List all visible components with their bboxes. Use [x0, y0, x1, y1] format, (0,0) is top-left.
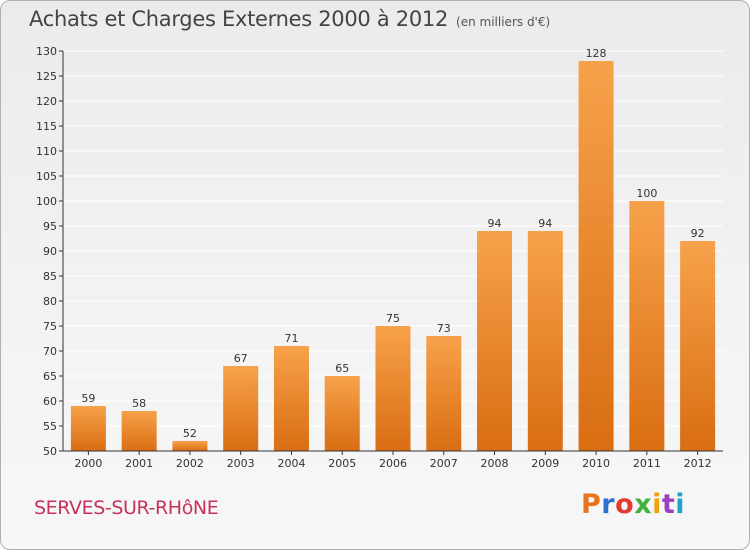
y-tick-label-50: 50: [43, 445, 57, 458]
value-label-2006: 75: [386, 312, 400, 325]
logo-letter: i: [675, 489, 686, 520]
bar-2012: [680, 241, 716, 451]
logo-letter: r: [601, 489, 616, 520]
value-label-2008: 94: [488, 217, 502, 230]
y-tick-label-95: 95: [43, 220, 57, 233]
x-tick-label-2000: 2000: [74, 457, 102, 470]
x-tick-label-2003: 2003: [227, 457, 255, 470]
x-tick-label-2006: 2006: [379, 457, 407, 470]
value-label-2001: 58: [132, 397, 146, 410]
logo-letter: x: [634, 489, 653, 520]
value-label-2011: 100: [636, 187, 657, 200]
bars: [70, 61, 716, 451]
y-tick-label-80: 80: [43, 295, 57, 308]
y-tick-label-130: 130: [36, 45, 57, 58]
y-tick-label-120: 120: [36, 95, 57, 108]
value-label-2007: 73: [437, 322, 451, 335]
logo-letter: P: [581, 489, 602, 520]
y-tick-label-125: 125: [36, 70, 57, 83]
y-tick-label-85: 85: [43, 270, 57, 283]
bar-2009: [527, 231, 563, 451]
bar-2000: [70, 406, 106, 451]
labels: 50 55 60 65 70 75 80 85 90 95 100 105 110 115 120 125 13…: [36, 45, 712, 470]
y-tick-label-55: 55: [43, 420, 57, 433]
y-tick-label-110: 110: [36, 145, 57, 158]
y-tick-label-65: 65: [43, 370, 57, 383]
chart-title-text: Achats et Charges Externes 2000 à 2012: [29, 7, 449, 31]
y-tick-label-100: 100: [36, 195, 57, 208]
bar-2005: [324, 376, 360, 451]
bar-2004: [273, 346, 309, 451]
x-tick-label-2007: 2007: [430, 457, 458, 470]
value-label-2010: 128: [586, 47, 607, 60]
x-tick-label-2011: 2011: [633, 457, 661, 470]
bar-2002: [172, 441, 208, 451]
value-label-2002: 52: [183, 427, 197, 440]
bar-2007: [426, 336, 462, 451]
value-label-2003: 67: [234, 352, 248, 365]
bar-2011: [629, 201, 665, 451]
value-label-2005: 65: [335, 362, 349, 375]
bar-2001: [121, 411, 157, 451]
bar-2010: [578, 61, 614, 451]
x-tick-label-2005: 2005: [328, 457, 356, 470]
x-tick-label-2009: 2009: [531, 457, 559, 470]
y-tick-label-105: 105: [36, 170, 57, 183]
chart-title: Achats et Charges Externes 2000 à 2012 (e…: [29, 7, 550, 31]
y-tick-label-115: 115: [36, 120, 57, 133]
logo-letter: t: [661, 489, 676, 520]
bar-2006: [375, 326, 411, 451]
bar-2003: [223, 366, 259, 451]
value-label-2009: 94: [538, 217, 552, 230]
logo-letter: o: [615, 489, 635, 520]
x-tick-label-2010: 2010: [582, 457, 610, 470]
y-tick-label-70: 70: [43, 345, 57, 358]
x-tick-label-2001: 2001: [125, 457, 153, 470]
value-label-2004: 71: [284, 332, 298, 345]
y-tick-label-60: 60: [43, 395, 57, 408]
chart-subtitle: (en milliers d'€): [456, 15, 551, 29]
axes: [59, 50, 723, 455]
x-tick-label-2002: 2002: [176, 457, 204, 470]
x-tick-label-2008: 2008: [481, 457, 509, 470]
value-label-2000: 59: [81, 392, 95, 405]
logo-letter: i: [652, 489, 662, 520]
y-tick-label-75: 75: [43, 320, 57, 333]
proxiti-logo: Proxiti: [581, 489, 685, 520]
bar-2008: [477, 231, 513, 451]
y-tick-label-90: 90: [43, 245, 57, 258]
x-tick-label-2012: 2012: [684, 457, 712, 470]
commune-name: SERVES-SUR-RHôNE: [34, 497, 219, 519]
x-tick-label-2004: 2004: [277, 457, 305, 470]
value-label-2012: 92: [691, 227, 705, 240]
